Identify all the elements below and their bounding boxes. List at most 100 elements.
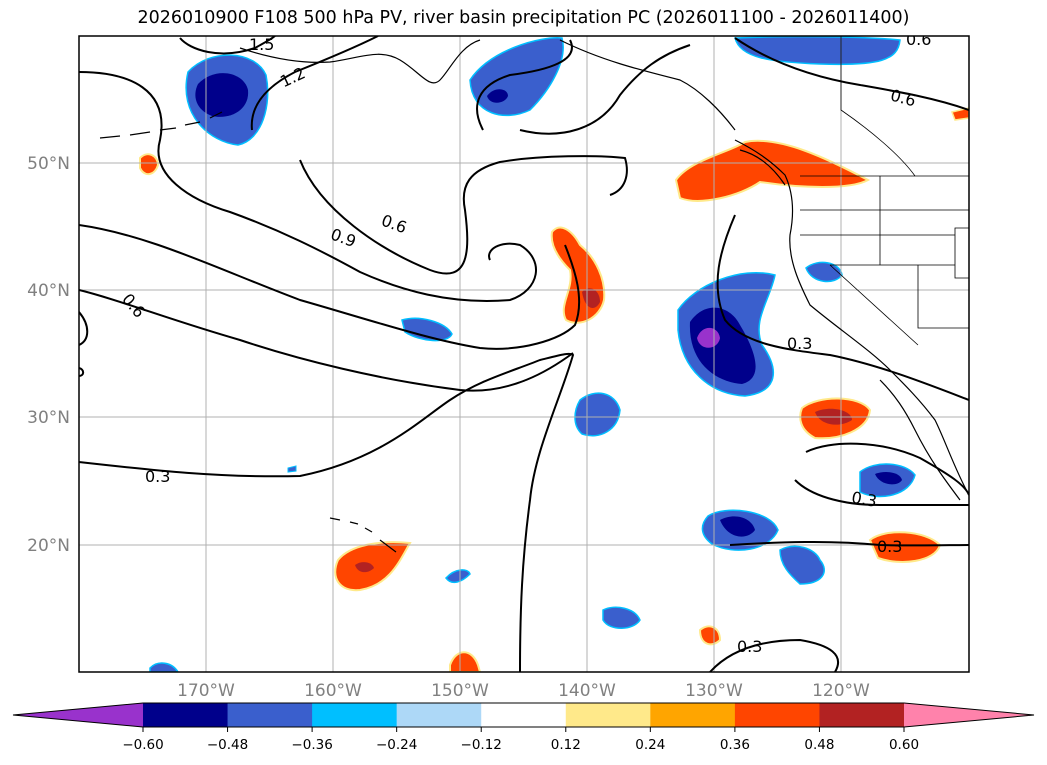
colorbar-segment [565, 703, 651, 727]
map-frame [78, 35, 970, 673]
contour-label: 0.3 [737, 637, 762, 656]
anomaly-area [469, 37, 564, 117]
lon-label-130w: 130°W [685, 681, 743, 701]
contour-label: 0.3 [877, 537, 902, 556]
pv-contour [299, 155, 628, 275]
anomaly-area [449, 651, 482, 672]
anomaly-area [779, 545, 825, 585]
pv-contour [79, 311, 89, 377]
anomaly-area [698, 625, 722, 646]
colorbar-tick-label: −0.12 [461, 737, 502, 753]
anomaly-area [602, 606, 641, 629]
pv-contour [179, 36, 276, 55]
contour-label: 0.3 [850, 488, 878, 511]
colorbar-extension-high [904, 703, 1034, 727]
pv-contour [79, 289, 574, 392]
colorbar-segment [734, 703, 820, 727]
colorbar-segment [650, 703, 736, 727]
lat-label-50n: 50°N [27, 154, 70, 174]
longitude-labels: 170°W 160°W 150°W 140°W 130°W 120°W [177, 681, 870, 701]
lat-label-30n: 30°N [27, 408, 70, 428]
anomaly-area [689, 307, 756, 384]
contour-label: 0.3 [787, 334, 812, 353]
graticule [79, 36, 969, 672]
hawaii-islands [329, 517, 397, 553]
colorbar-tick-label: 0.60 [889, 737, 919, 753]
aleutian-islands [99, 111, 223, 139]
pv-contour [734, 37, 969, 111]
anomaly-area [445, 569, 471, 584]
lat-label-20n: 20°N [27, 536, 70, 556]
anomaly-area [401, 317, 453, 342]
anomaly-area [487, 89, 508, 103]
pv-contour [729, 540, 969, 547]
contour-label: 0.6 [906, 30, 931, 49]
colorbar-tick-label: −0.48 [207, 737, 248, 753]
baja-coast [879, 379, 961, 501]
lon-label-160w: 160°W [304, 681, 362, 701]
map-title: 2026010900 F108 500 hPa PV, river basin … [137, 8, 910, 28]
pv-contour [79, 224, 581, 350]
lat-label-40n: 40°N [27, 281, 70, 301]
pv-contour [716, 214, 969, 401]
anomaly-area [720, 516, 755, 537]
latitude-labels: 50°N 40°N 30°N 20°N [27, 154, 70, 556]
border-line [954, 227, 969, 279]
pv-contour [79, 352, 575, 672]
alaska-coast [239, 39, 736, 131]
colorbar-tick-label: 0.36 [720, 737, 750, 753]
pv-contour [794, 442, 969, 507]
colorbar-tick-label: −0.60 [122, 737, 163, 753]
pv-contours [79, 36, 969, 672]
colorbar-segment [143, 703, 229, 727]
colorbar-segment [227, 703, 313, 727]
lon-label-140w: 140°W [558, 681, 616, 701]
anomaly-area [195, 73, 249, 117]
anomaly-area [355, 562, 374, 573]
anomaly-area [574, 392, 621, 437]
pv-contour [250, 36, 379, 131]
anomaly-area [287, 465, 297, 473]
coastlines [99, 39, 969, 553]
anomaly-area [734, 36, 901, 66]
border-line [840, 36, 916, 177]
lon-label-170w: 170°W [177, 681, 235, 701]
anomaly-area [950, 107, 969, 121]
contour-label: 0.3 [145, 467, 170, 486]
colorbar-segments [13, 703, 1034, 727]
colorbar-tick-label: −0.36 [291, 737, 332, 753]
colorbar-tick-label: −0.24 [376, 737, 417, 753]
lon-label-150w: 150°W [431, 681, 489, 701]
anomaly-area [875, 472, 902, 485]
colorbar-ticks: −0.60 −0.48 −0.36 −0.24 −0.12 0.12 0.24 0.36 0.4… [122, 727, 919, 753]
anomaly-area [805, 261, 843, 283]
positive-anomaly-areas [139, 107, 969, 672]
colorbar-tick-label: 0.24 [635, 737, 665, 753]
vancouver-island [739, 149, 786, 186]
contour-label: 0.6 [118, 290, 149, 322]
colorbar: −0.60 −0.48 −0.36 −0.24 −0.12 0.12 0.24 0.36 0.4… [12, 702, 1035, 753]
anomaly-area [149, 662, 179, 672]
lon-label-120w: 120°W [812, 681, 870, 701]
colorbar-segment [481, 703, 567, 727]
pv-contour [476, 39, 691, 135]
pv-contour [709, 638, 840, 672]
pv-contour [79, 71, 537, 302]
colorbar-tick-label: 0.12 [551, 737, 581, 753]
contour-label: 0.6 [379, 211, 409, 238]
colorbar-tick-label: 0.48 [804, 737, 834, 753]
colorbar-segment [312, 703, 398, 727]
anomaly-area [674, 139, 871, 202]
negative-anomaly-areas [149, 36, 916, 672]
colorbar-extension-low [13, 703, 143, 727]
map-panel: 1.5 1.2 0.6 0.9 0.6 0.6 0.6 0.3 0.3 0.3 … [79, 30, 969, 672]
contour-label: 1.5 [249, 35, 274, 54]
borders [800, 36, 969, 346]
contour-label: 0.6 [888, 85, 918, 110]
west-coast [734, 139, 969, 496]
anomaly-area [139, 153, 160, 176]
colorbar-segment [819, 703, 905, 727]
border-line [800, 176, 969, 346]
colorbar-segment [396, 703, 482, 727]
